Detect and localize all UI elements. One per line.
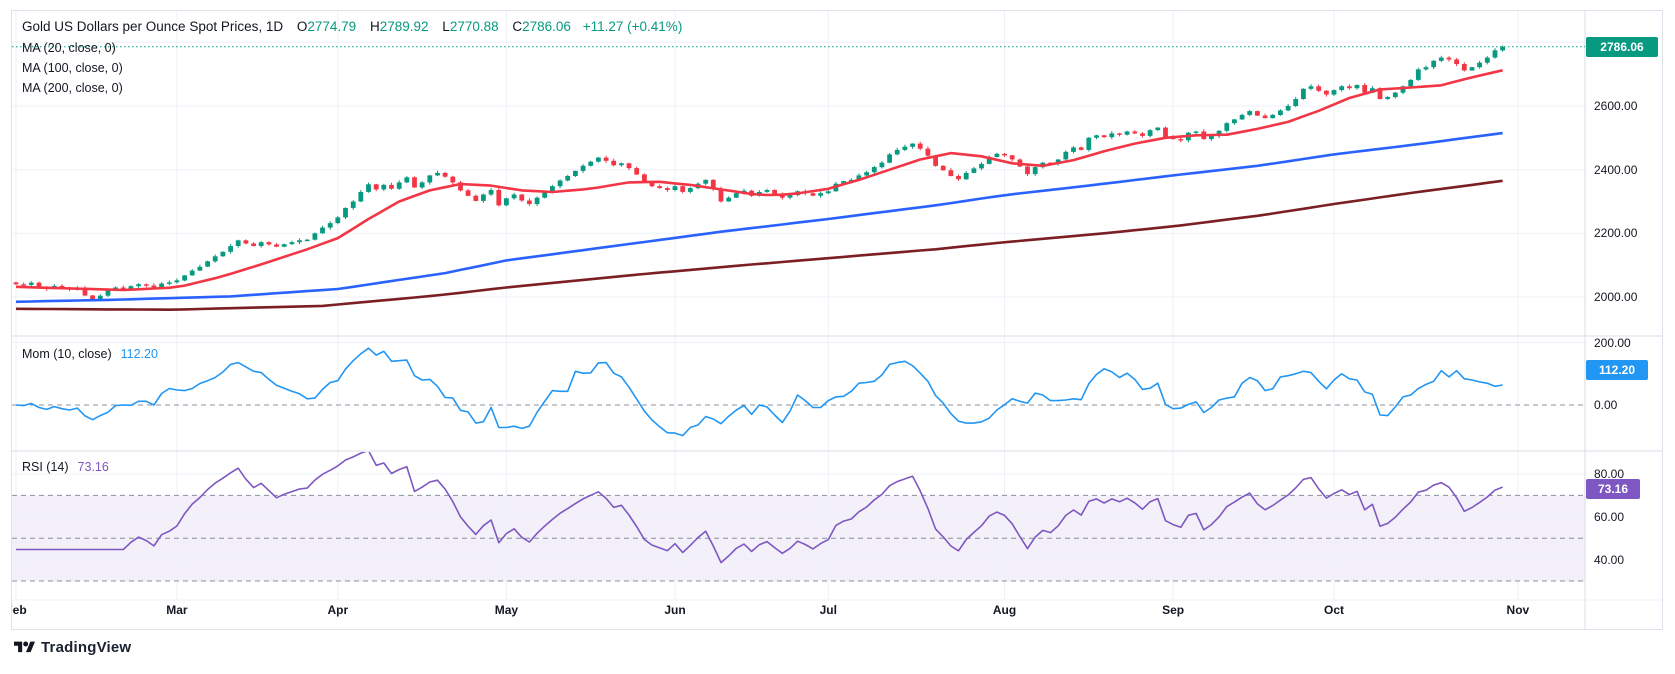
rsi-indicator-name: RSI (14) [22,460,69,474]
price-axis-label: 2400.00 [1594,162,1638,177]
momentum-value-badge: 112.20 [1586,360,1648,380]
momentum-axis-label: 200.00 [1594,335,1631,350]
ohlc-close-value: 2786.06 [522,19,571,34]
ohlc-close-label: C [512,19,523,34]
month-label-oct: Oct [1323,603,1345,617]
price-axis-label: 2200.00 [1594,226,1638,241]
momentum-indicator-name: Mom (10, close) [22,347,112,361]
rsi-axis-label: 60.00 [1594,509,1625,524]
tradingview-branding[interactable]: TradingView [14,639,131,656]
month-label-nov: Nov [1506,603,1530,617]
month-label-sep: Sep [1162,603,1185,617]
rsi-pane-label: RSI (14) 73.16 [22,460,109,474]
tradingview-logo-icon [14,641,35,653]
chart-frame [11,10,1663,630]
month-label-mar: Mar [166,603,188,617]
month-label-may: May [494,603,519,617]
time-axis[interactable]: Feb Mar Apr May Jun Jul Aug Sep Oct Nov [12,601,1585,623]
momentum-indicator-value: 112.20 [120,347,158,361]
ohlc-high-value: 2789.92 [379,19,429,34]
price-axis-label: 2600.00 [1594,99,1638,113]
rsi-axis-label: 80.00 [1594,467,1625,481]
ohlc-open-label: O [296,19,308,34]
tradingview-logo-text: TradingView [41,639,132,656]
change-percent: (+0.41%) [627,19,683,34]
rsi-axis-label: 40.00 [1594,552,1625,567]
momentum-axis-label: 0.00 [1594,398,1618,412]
ma20-label: MA (20, close, 0) [22,41,116,55]
ohlc-open-value: 2774.79 [307,19,357,34]
rsi-indicator-value: 73.16 [77,460,109,474]
price-axis-label: 2000.00 [1594,290,1638,304]
ohlc-high-label: H [369,19,380,34]
symbol-title: Gold US Dollars per Ounce Spot Prices, 1… [22,19,284,34]
ohlc-low-label: L [442,19,450,34]
month-label-jun: Jun [664,603,686,617]
momentum-pane-label: Mom (10, close) 112.20 [22,347,158,361]
ohlc-low-value: 2770.88 [449,19,499,34]
ma100-label: MA (100, close, 0) [22,61,123,75]
month-label-feb: Feb [12,603,27,617]
change-value: +11.27 [582,19,624,34]
ma200-label: MA (200, close, 0) [22,81,123,95]
chart-legend: Gold US Dollars per Ounce Spot Prices, 1… [22,19,682,34]
current-price-badge: 2786.06 [1586,37,1658,57]
month-label-jul: Jul [819,603,837,617]
month-label-apr: Apr [327,603,349,617]
rsi-value-badge: 73.16 [1586,479,1640,499]
month-label-aug: Aug [992,603,1017,617]
